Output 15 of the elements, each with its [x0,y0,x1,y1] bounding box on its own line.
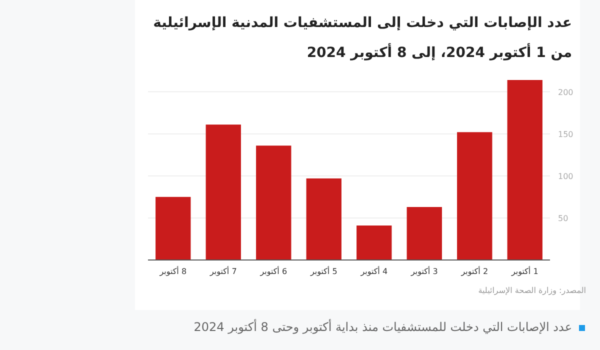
text: عدد الإصابات التي دخلت للمستشفيات منذ بداية أكتوبر وحتى 8 أكتوبر 2024 [194,320,572,334]
x-tick-label: 4 أكتوبر [360,266,388,276]
x-tick-label: 7 أكتوبر [208,266,237,276]
y-tick-label: 50 [558,214,568,223]
y-tick-label: 100 [558,172,574,181]
text: المصدر: وزارة الصحة الإسرائيلية [478,286,586,295]
x-tick-label: 1 أكتوبر [510,266,538,276]
x-tick-label: 8 أكتوبر [158,266,187,276]
y-tick-label: 150 [558,130,574,139]
x-tick-label: 6 أكتوبر [259,266,288,276]
x-tick-label: 5 أكتوبر [309,266,338,276]
y-tick-label: 200 [558,88,574,97]
x-tick-label: 2 أكتوبر [460,266,488,276]
x-tick-label: 3 أكتوبر [410,266,438,276]
chart-title: عدد الإصابات التي دخلت إلى المستشفيات المدنية الإسرائيلية من 1 أكتوبر 2024، إلى 8 أكتوبر 2024 [152,14,572,63]
